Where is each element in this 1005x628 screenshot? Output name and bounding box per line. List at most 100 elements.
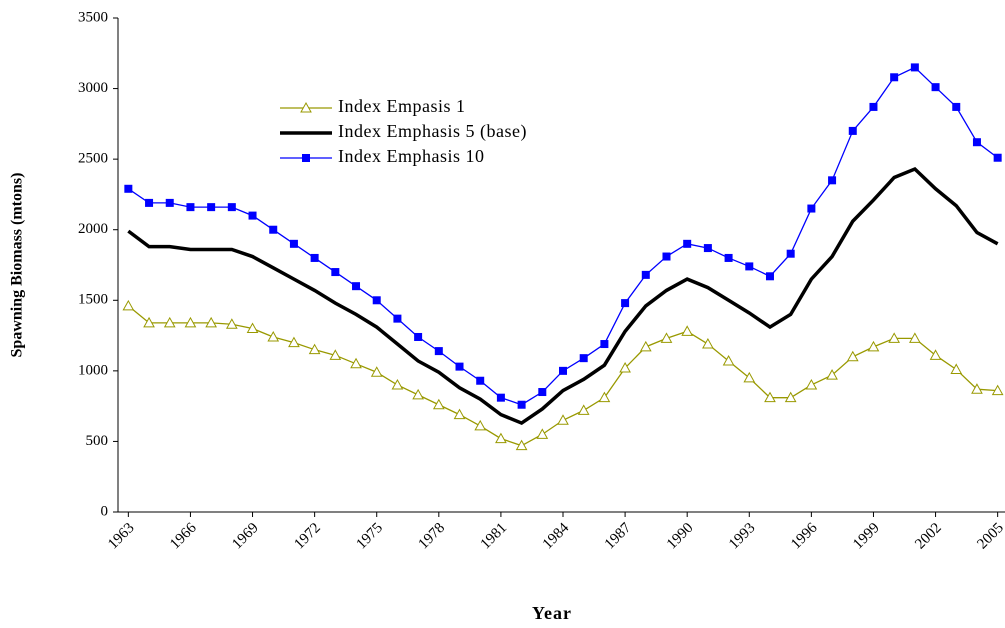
data-point: [807, 204, 816, 213]
data-point: [786, 249, 795, 258]
data-point: [289, 239, 298, 248]
legend-marker: [302, 154, 310, 162]
y-tick-label: 500: [86, 433, 109, 449]
x-tick-label: 1984: [540, 520, 573, 553]
data-point: [122, 299, 135, 311]
x-tick-label: 1993: [726, 520, 759, 553]
data-point: [579, 354, 588, 363]
x-tick-label: 1987: [602, 520, 635, 553]
data-point: [805, 378, 818, 390]
data-point: [184, 316, 197, 328]
data-point: [826, 369, 838, 380]
legend-label: Index Emphasis 10: [338, 146, 484, 166]
data-point: [352, 282, 361, 291]
data-point: [890, 73, 899, 82]
data-point: [267, 330, 280, 342]
data-point: [308, 343, 321, 355]
data-point: [952, 102, 961, 111]
data-point: [867, 340, 880, 352]
data-point: [828, 176, 837, 185]
data-point: [662, 252, 671, 261]
data-point: [765, 272, 774, 281]
data-point: [205, 316, 217, 328]
data-point: [848, 126, 857, 135]
x-tick-label: 1999: [850, 520, 883, 553]
data-point: [846, 350, 859, 362]
data-point: [163, 316, 176, 328]
data-point: [165, 198, 174, 207]
data-point: [329, 349, 342, 360]
y-tick-label: 3000: [78, 80, 108, 96]
y-tick-label: 1000: [78, 362, 108, 378]
x-tick-label: 2005: [974, 520, 1005, 553]
data-point: [434, 347, 443, 356]
x-tick-label: 1990: [664, 520, 697, 553]
data-point: [641, 270, 650, 279]
data-point: [538, 388, 547, 397]
series-line: [127, 166, 999, 426]
legend-label: Index Empasis 1: [338, 96, 465, 116]
data-point: [269, 225, 278, 234]
x-tick-label: 2002: [912, 520, 945, 553]
data-point: [288, 336, 300, 348]
data-point: [350, 357, 362, 369]
data-point: [474, 419, 487, 431]
y-tick-label: 1500: [78, 292, 108, 308]
data-point: [248, 211, 257, 220]
data-point: [391, 378, 404, 390]
data-point: [145, 198, 154, 207]
data-point: [577, 404, 590, 415]
y-tick-label: 0: [101, 503, 109, 519]
data-point: [476, 376, 485, 385]
data-point: [724, 253, 733, 262]
series-line: [127, 66, 999, 406]
data-point: [971, 383, 983, 394]
data-point: [207, 203, 216, 212]
data-point: [372, 296, 381, 305]
legend-marker: [300, 101, 312, 113]
data-point: [310, 253, 319, 262]
data-point: [991, 384, 1004, 396]
data-point: [743, 371, 756, 383]
x-tick-label: 1972: [291, 520, 324, 553]
data-point: [432, 398, 445, 410]
data-point: [495, 432, 507, 444]
data-point: [414, 332, 423, 341]
x-tick-label: 1981: [478, 520, 511, 553]
data-point: [929, 349, 942, 360]
data-point: [412, 388, 424, 400]
x-tick-label: 1978: [416, 520, 449, 553]
data-point: [888, 332, 901, 343]
y-tick-label: 3500: [78, 9, 108, 25]
data-point: [745, 262, 754, 271]
data-point: [869, 102, 878, 111]
data-point: [370, 366, 383, 377]
data-point: [681, 325, 694, 336]
data-point: [393, 314, 402, 323]
data-point: [931, 83, 940, 92]
data-point: [722, 354, 735, 366]
data-point: [143, 316, 155, 328]
data-point: [455, 362, 464, 371]
x-tick-label: 1963: [105, 520, 138, 553]
data-point: [764, 391, 776, 403]
data-point: [702, 338, 714, 349]
data-point: [124, 184, 133, 193]
data-point: [517, 400, 526, 409]
x-axis-label: Year: [532, 603, 572, 623]
data-point: [621, 299, 630, 308]
data-point: [453, 408, 466, 420]
data-point: [515, 439, 528, 451]
x-tick-label: 1966: [167, 520, 200, 553]
data-point: [598, 391, 611, 403]
y-axis-label: Spawning Biomass (mtons): [9, 173, 26, 358]
data-point: [246, 322, 259, 334]
data-point: [683, 239, 692, 248]
data-point: [910, 63, 919, 72]
data-point: [619, 362, 631, 373]
data-point: [703, 244, 712, 253]
data-point: [496, 393, 505, 402]
x-tick-label: 1996: [788, 520, 821, 553]
data-point: [559, 366, 567, 375]
